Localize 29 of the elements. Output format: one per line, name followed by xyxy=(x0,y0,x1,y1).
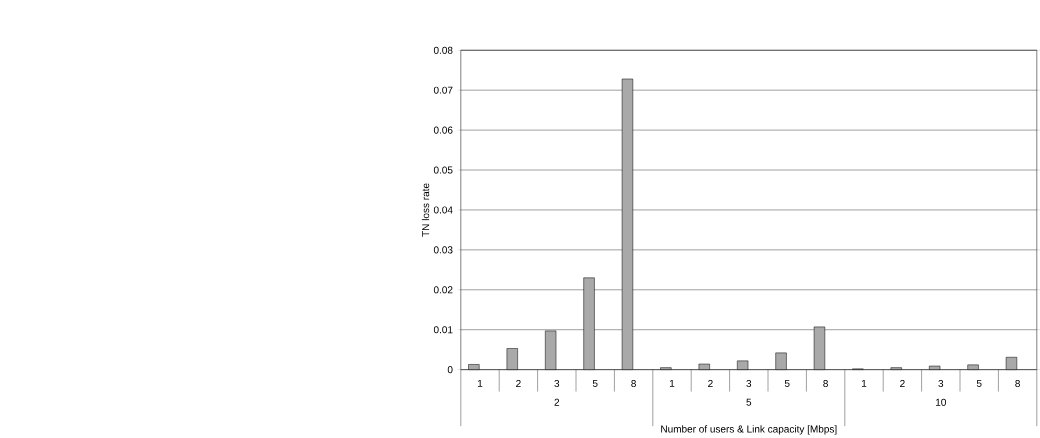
y-tick-label: 0.04 xyxy=(433,206,453,214)
x-tick-label: 3 xyxy=(554,380,560,388)
y-tick-label: 0.06 xyxy=(433,126,453,134)
y-tick-label: 0.08 xyxy=(433,46,453,54)
y-tick-label: 0.05 xyxy=(433,166,453,174)
text: 2 xyxy=(554,398,560,406)
text: 5 xyxy=(746,398,752,406)
y-tick-label: 0.02 xyxy=(433,286,453,294)
x-tick-label: 3 xyxy=(938,380,944,388)
y-tick-label: 0 xyxy=(447,366,453,374)
x-tick-label: 1 xyxy=(477,380,483,387)
x-tick-label: 2 xyxy=(900,380,905,388)
x-tick-label: 5 xyxy=(784,380,790,388)
x-tick-label: 3 xyxy=(746,380,752,388)
y-tick-label: 0.07 xyxy=(433,86,453,94)
text: 10 xyxy=(936,398,946,406)
x-tick-label: 5 xyxy=(592,380,598,388)
y-axis-title: TN loss rate xyxy=(421,183,430,237)
x-tick-label: 8 xyxy=(631,380,636,388)
y-tick-label: 0.03 xyxy=(433,246,453,254)
x-tick-label: 2 xyxy=(516,380,521,388)
y-tick-label: 0.01 xyxy=(433,326,453,334)
x-axis-title: Number of users & Link capacity [Mbps] xyxy=(661,425,837,435)
x-tick-label: 8 xyxy=(1015,380,1020,388)
x-tick-label: 2 xyxy=(708,380,713,388)
x-tick-label: 1 xyxy=(861,380,867,387)
x-tick-label: 8 xyxy=(823,380,828,388)
x-tick-label: 1 xyxy=(669,380,675,387)
x-tick-label: 5 xyxy=(976,380,982,388)
